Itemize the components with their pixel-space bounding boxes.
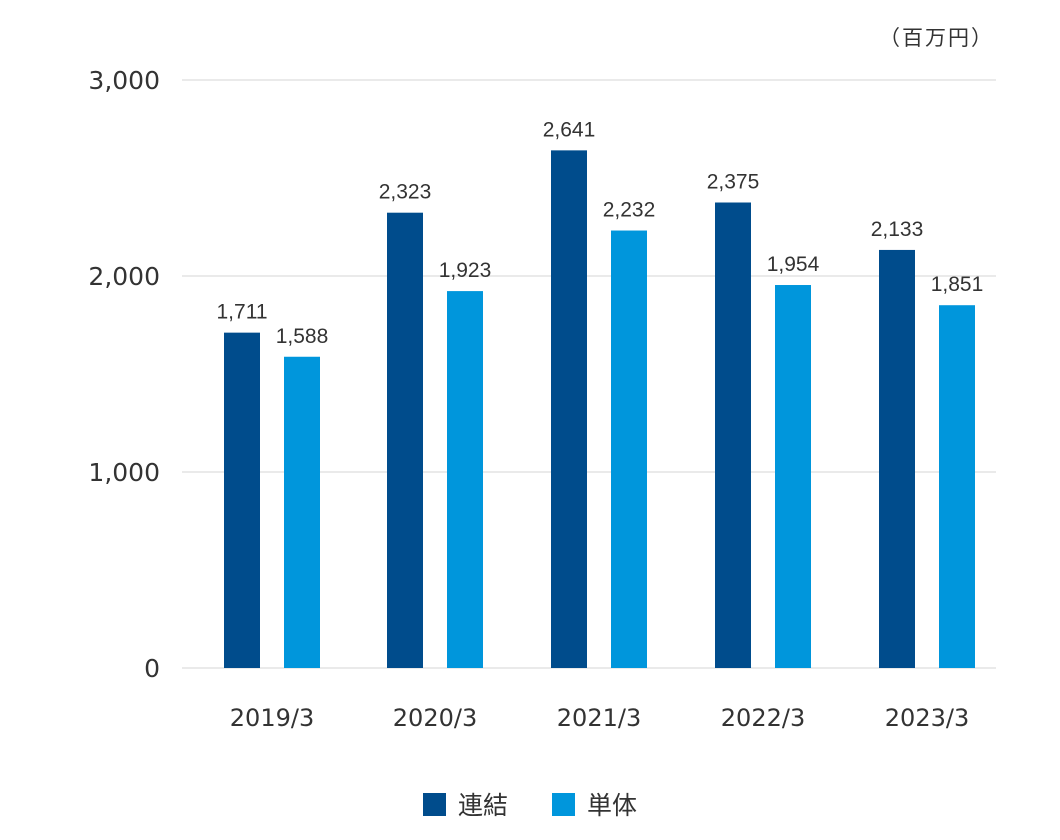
data-label: 2,375 <box>707 171 760 194</box>
data-label: 1,851 <box>931 273 984 296</box>
data-label: 2,323 <box>379 181 432 204</box>
legend: 連結 単体 <box>0 786 1060 822</box>
y-tick-label: 2,000 <box>88 262 160 291</box>
bar <box>611 230 647 668</box>
bar <box>551 150 587 668</box>
bar <box>715 202 751 668</box>
bar <box>939 305 975 668</box>
data-label: 2,133 <box>871 218 924 241</box>
data-label: 1,954 <box>767 253 820 276</box>
legend-item-consolidated: 連結 <box>422 786 508 822</box>
y-axis-ticks: 0 1,000 2,000 3,000 <box>88 66 160 683</box>
y-tick-label: 0 <box>144 654 160 683</box>
legend-swatch-consolidated <box>422 792 446 816</box>
bar <box>224 332 260 668</box>
bar <box>775 285 811 668</box>
data-labels: 1,711 2,323 2,641 2,375 2,133 1,588 1,923 2,232… <box>217 118 984 347</box>
x-tick-label: 2021/3 <box>557 704 641 732</box>
x-tick-label: 2022/3 <box>721 704 805 732</box>
y-tick-label: 3,000 <box>88 66 160 95</box>
data-label: 2,641 <box>543 118 596 141</box>
bar <box>284 356 320 668</box>
bar <box>447 291 483 668</box>
x-tick-label: 2020/3 <box>393 704 477 732</box>
data-label: 1,923 <box>439 259 492 282</box>
data-label: 2,232 <box>603 199 656 222</box>
y-tick-label: 1,000 <box>88 458 160 487</box>
data-label: 1,588 <box>276 325 329 348</box>
x-tick-label: 2023/3 <box>885 704 969 732</box>
x-tick-label: 2019/3 <box>230 704 314 732</box>
data-label: 1,711 <box>217 301 268 324</box>
legend-label-standalone: 単体 <box>587 791 638 820</box>
legend-swatch-standalone <box>552 792 575 816</box>
unit-label: （百万円） <box>879 26 994 50</box>
bar <box>879 249 915 668</box>
legend-label-consolidated: 連結 <box>457 791 508 820</box>
x-axis-ticks: 2019/3 2020/3 2021/3 2022/3 2023/3 <box>230 704 969 732</box>
bar <box>387 212 423 668</box>
legend-item-standalone: 単体 <box>552 786 637 822</box>
bars <box>224 150 975 668</box>
